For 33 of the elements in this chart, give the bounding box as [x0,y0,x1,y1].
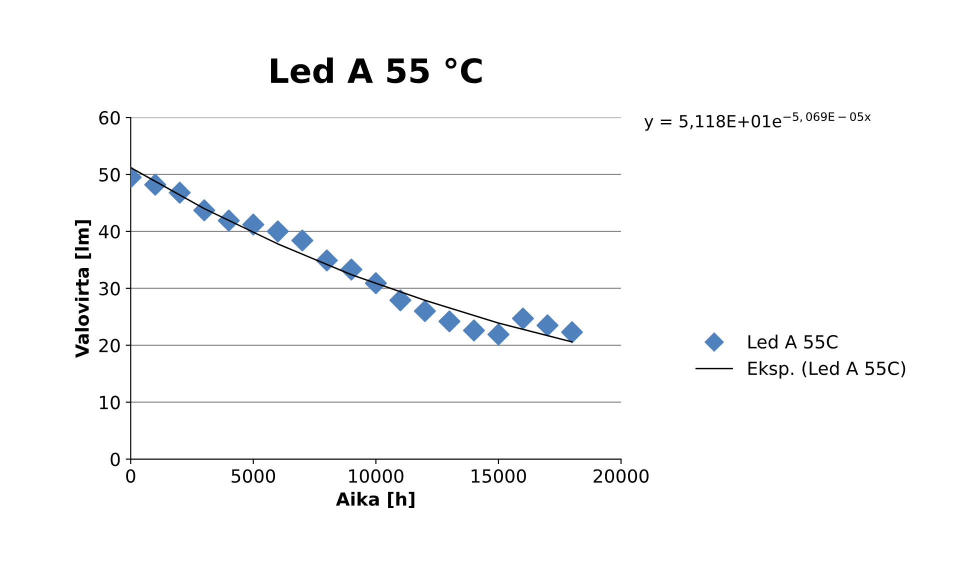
x-tick-label: 10000 [349,469,404,483]
point [462,319,485,342]
y-tick-label: 50 [99,168,120,182]
point [291,230,314,252]
point [487,323,510,346]
point [561,321,584,344]
point [536,314,558,336]
chart-title: Led A 55 °C [271,57,482,84]
x-axis-title: Aika [h] [336,492,414,508]
point [266,220,289,242]
point [193,199,216,222]
x-tick-label: 20000 [594,469,649,483]
legend-label: Led A 55C [748,334,838,349]
point [389,289,412,312]
point [144,174,166,196]
point [512,308,534,330]
y-tick-label: 10 [100,396,120,410]
point [340,258,362,281]
legend-label: Eksp. (Led A 55C) [748,361,906,379]
point [414,300,436,322]
y-tick-label: 40 [98,224,120,239]
y-axis-title: Valovirta [lm] [74,220,92,358]
y-tick-label: 60 [99,110,120,125]
y-tick-label: 0 [110,452,120,466]
point [242,214,264,236]
x-tick-label: 0 [126,469,136,483]
point [168,182,191,204]
text: y = 5,118E+01e$^{−5,069E−05x}$ [644,112,871,131]
x-tick-label: 5000 [232,469,276,483]
point [438,310,460,332]
y-tick-label: 20 [99,338,120,352]
x-tick-label: 15000 [472,469,526,483]
y-tick-label: 30 [99,282,120,296]
